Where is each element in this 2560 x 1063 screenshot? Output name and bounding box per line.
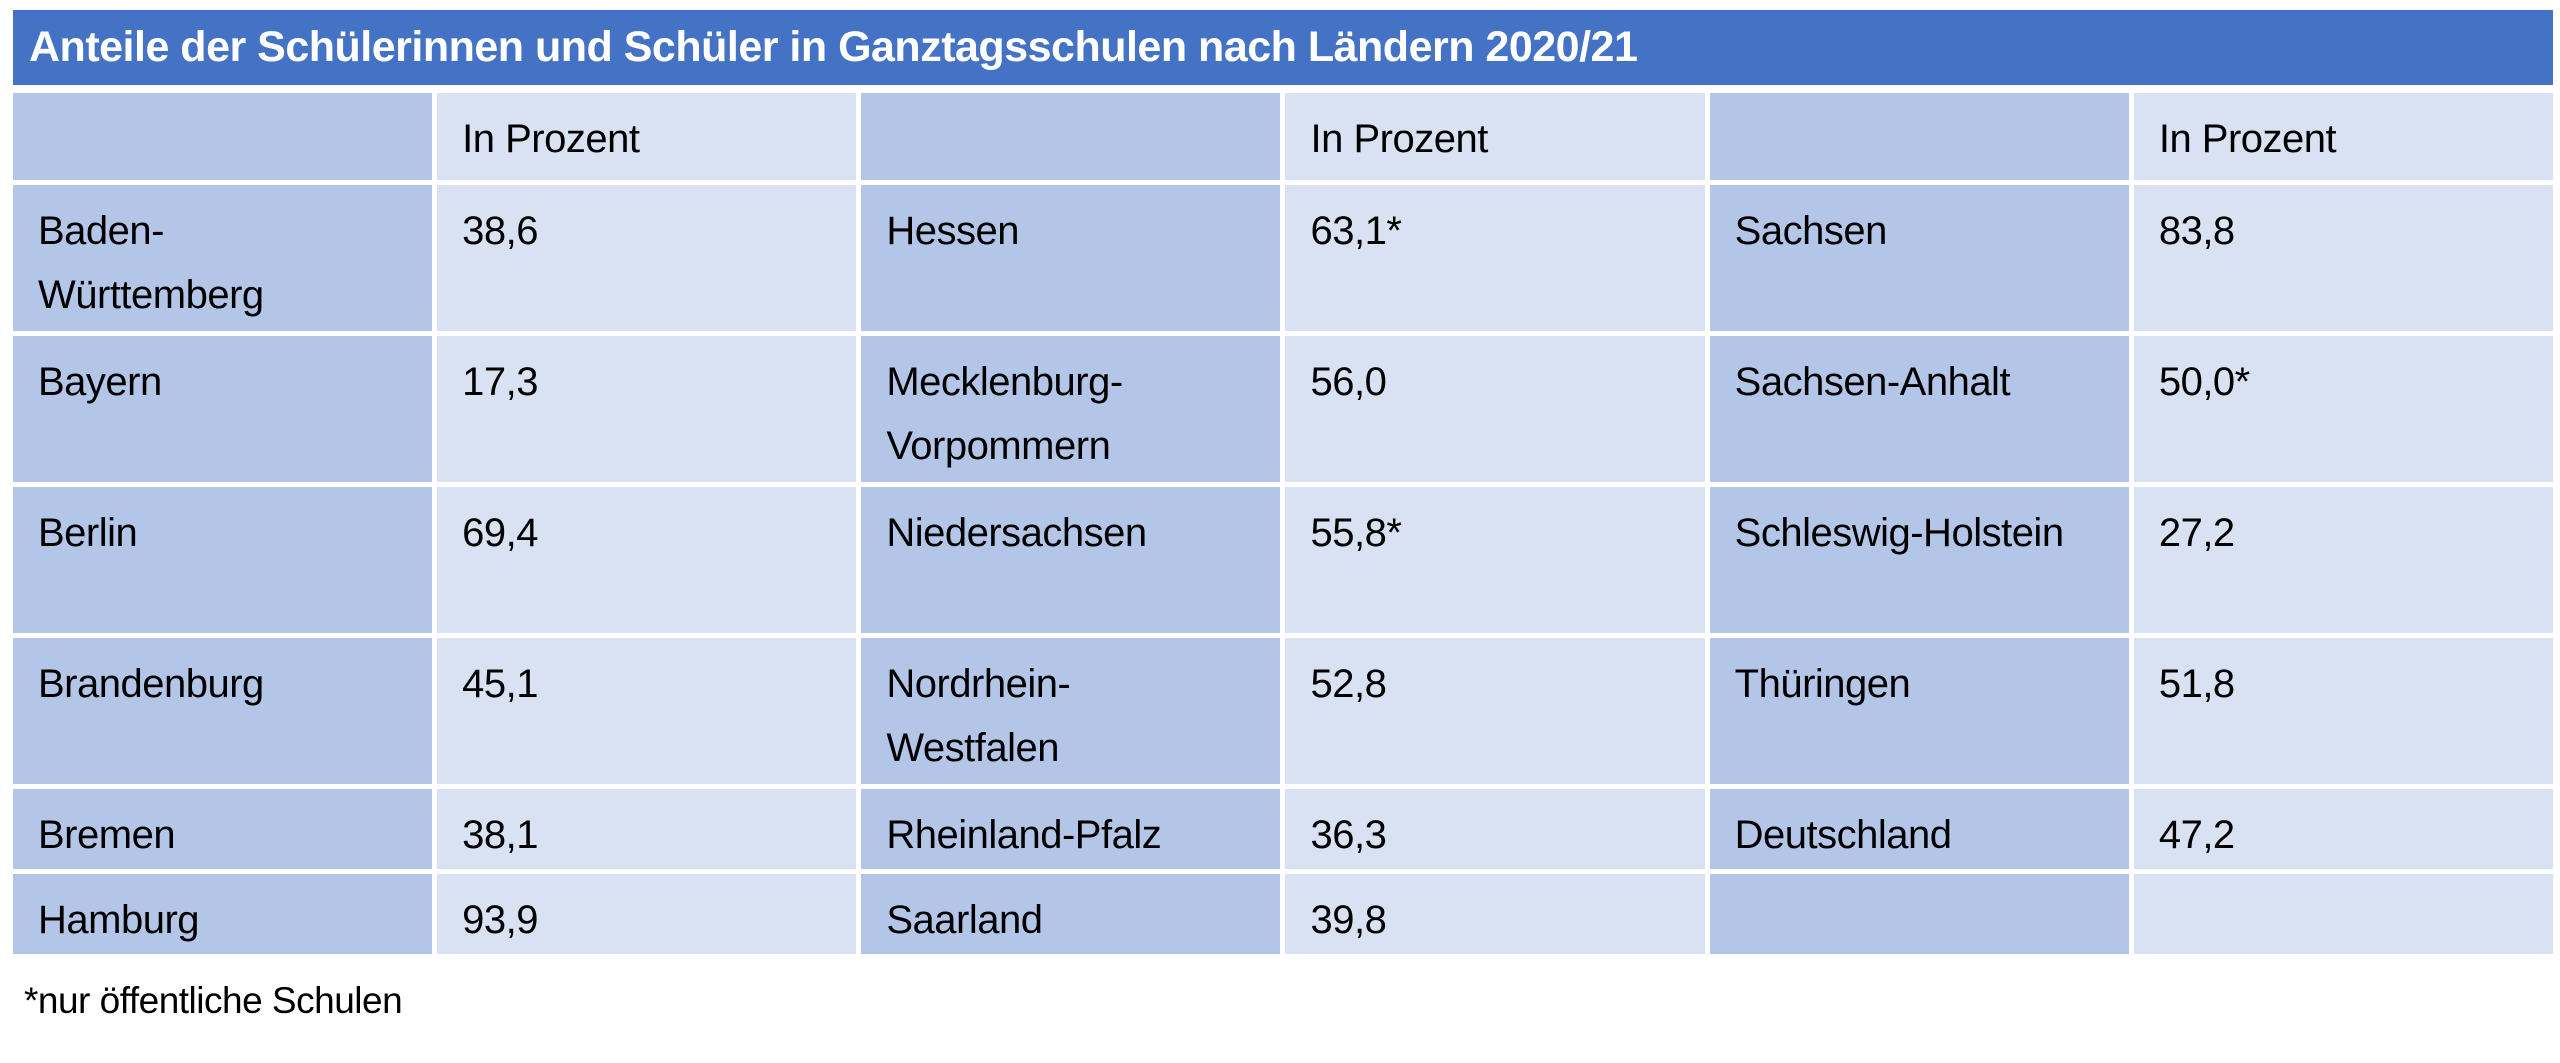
land-label: Berlin [38, 511, 138, 555]
land-label: Bayern [38, 360, 162, 404]
land-label: Thüringen [1734, 662, 1911, 706]
data-table: In Prozent In Prozent In Prozent Baden-W… [13, 93, 2553, 954]
value-nordrhein-westfalen: 52,8 [1285, 638, 1705, 784]
cell-hessen: Hessen [861, 185, 1281, 331]
value-bremen: 38,1 [437, 789, 857, 869]
cell-bayern: Bayern [13, 336, 433, 482]
cell-mecklenburg-vorpommern: Mecklenburg-Vorpommern [861, 336, 1281, 482]
value-empty-last [2133, 874, 2553, 954]
value-hamburg: 93,9 [437, 874, 857, 954]
value-schleswig-holstein: 27,2 [2133, 487, 2553, 633]
land-label: Saarland [886, 898, 1043, 942]
land-label: Schleswig-Holstein [1734, 511, 2064, 555]
value-baden-wuerttemberg: 38,6 [437, 185, 857, 331]
header-in-prozent-1: In Prozent [437, 93, 857, 180]
land-label: Mecklenburg-Vorpommern [886, 360, 1123, 468]
land-label: Bremen [38, 813, 176, 857]
header-blank-3 [1709, 93, 2129, 180]
cell-saarland: Saarland [861, 874, 1281, 954]
cell-empty-last [1709, 874, 2129, 954]
value-bayern: 17,3 [437, 336, 857, 482]
table-title: Anteile der Schülerinnen und Schüler in … [13, 10, 2553, 85]
cell-sachsen-anhalt: Sachsen-Anhalt [1709, 336, 2129, 482]
cell-brandenburg: Brandenburg [13, 638, 433, 784]
cell-sachsen: Sachsen [1709, 185, 2129, 331]
land-label: Rheinland-Pfalz [886, 813, 1162, 857]
header-in-prozent-2: In Prozent [1285, 93, 1705, 180]
value-sachsen: 83,8 [2133, 185, 2553, 331]
land-label: Hessen [886, 209, 1019, 253]
land-label: Niedersachsen [886, 511, 1147, 555]
cell-baden-wuerttemberg: Baden-Württemberg [13, 185, 433, 331]
land-label: Brandenburg [38, 662, 264, 706]
value-niedersachsen: 55,8* [1285, 487, 1705, 633]
value-rheinland-pfalz: 36,3 [1285, 789, 1705, 869]
land-label: Baden-Württemberg [38, 209, 264, 317]
header-blank-1 [13, 93, 433, 180]
land-label: Deutschland [1734, 813, 1952, 857]
cell-schleswig-holstein: Schleswig-Holstein [1709, 487, 2129, 633]
cell-niedersachsen: Niedersachsen [861, 487, 1281, 633]
value-mecklenburg-vorpommern: 56,0 [1285, 336, 1705, 482]
value-hessen: 63,1* [1285, 185, 1705, 331]
cell-rheinland-pfalz: Rheinland-Pfalz [861, 789, 1281, 869]
header-blank-2 [861, 93, 1281, 180]
land-label: Sachsen [1734, 209, 1888, 253]
land-label: Hamburg [38, 898, 200, 942]
cell-nordrhein-westfalen: Nordrhein-Westfalen [861, 638, 1281, 784]
land-label: Nordrhein-Westfalen [886, 662, 1071, 770]
cell-thueringen: Thüringen [1709, 638, 2129, 784]
cell-bremen: Bremen [13, 789, 433, 869]
cell-hamburg: Hamburg [13, 874, 433, 954]
footnote: *nur öffentliche Schulen [24, 980, 403, 1021]
cell-deutschland: Deutschland [1709, 789, 2129, 869]
land-label: Sachsen-Anhalt [1734, 360, 2011, 404]
value-berlin: 69,4 [437, 487, 857, 633]
cell-berlin: Berlin [13, 487, 433, 633]
value-brandenburg: 45,1 [437, 638, 857, 784]
value-deutschland: 47,2 [2133, 789, 2553, 869]
header-in-prozent-3: In Prozent [2133, 93, 2553, 180]
value-thueringen: 51,8 [2133, 638, 2553, 784]
value-saarland: 39,8 [1285, 874, 1705, 954]
value-sachsen-anhalt: 50,0* [2133, 336, 2553, 482]
